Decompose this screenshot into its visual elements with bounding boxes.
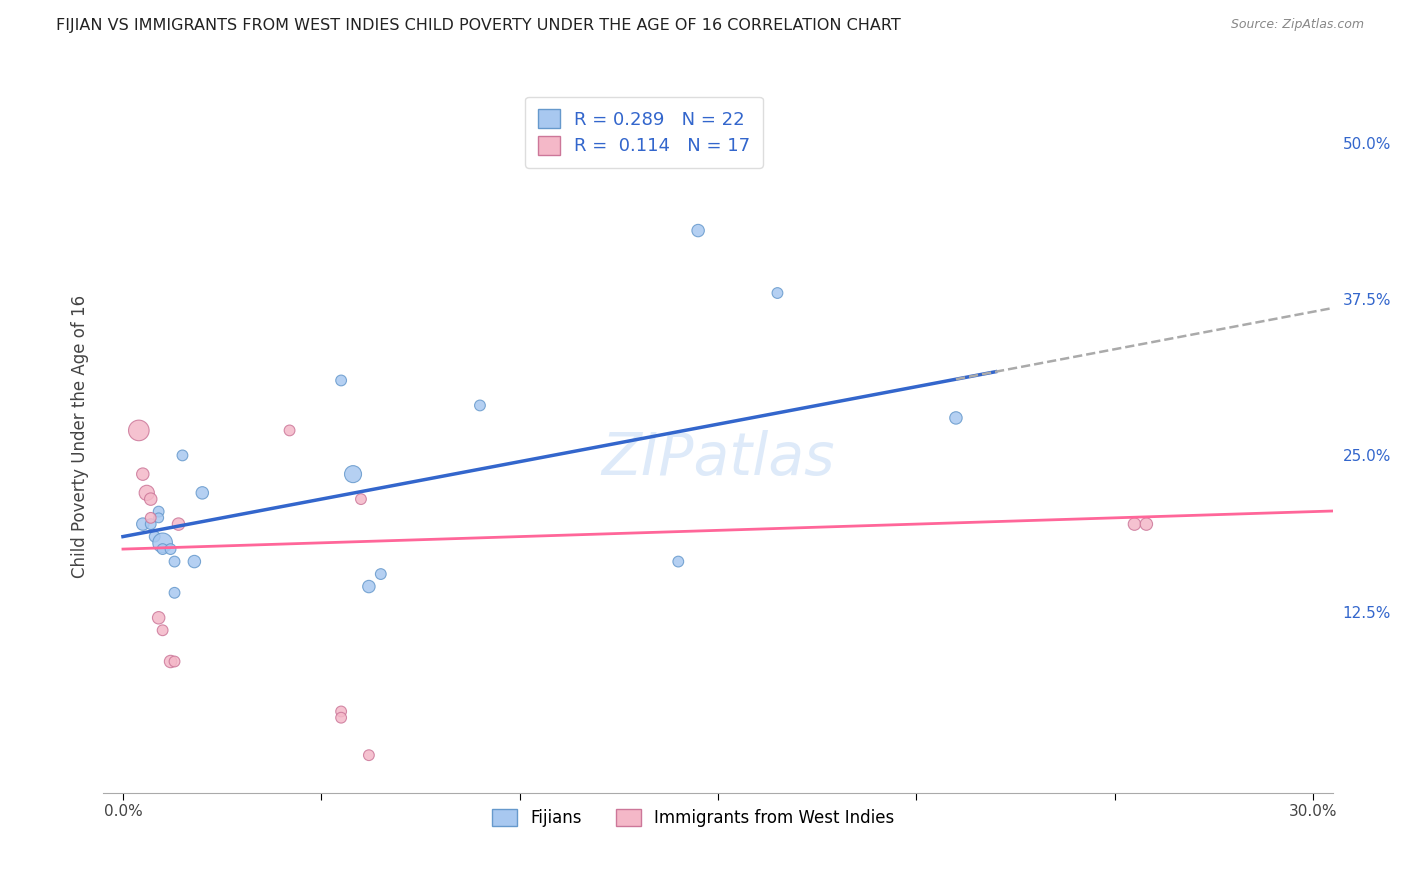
Text: ZIPatlas: ZIPatlas — [602, 430, 835, 486]
Point — [688, 223, 710, 237]
Point — [468, 399, 491, 413]
Point — [152, 542, 174, 557]
Point — [163, 655, 186, 669]
Point — [357, 748, 380, 763]
Point — [191, 486, 214, 500]
Point — [357, 580, 380, 594]
Point — [945, 411, 967, 425]
Point — [172, 449, 194, 463]
Point — [148, 511, 170, 525]
Point — [152, 536, 174, 550]
Point — [766, 286, 789, 301]
Point — [163, 555, 186, 569]
Point — [163, 586, 186, 600]
Point — [148, 505, 170, 519]
Text: FIJIAN VS IMMIGRANTS FROM WEST INDIES CHILD POVERTY UNDER THE AGE OF 16 CORRELAT: FIJIAN VS IMMIGRANTS FROM WEST INDIES CH… — [56, 18, 901, 33]
Point — [183, 555, 205, 569]
Point — [278, 424, 301, 438]
Point — [159, 542, 181, 557]
Point — [159, 655, 181, 669]
Point — [350, 492, 373, 507]
Point — [167, 517, 190, 532]
Point — [666, 555, 689, 569]
Point — [1135, 517, 1157, 532]
Point — [152, 624, 174, 638]
Legend: Fijians, Immigrants from West Indies: Fijians, Immigrants from West Indies — [486, 803, 901, 834]
Point — [135, 486, 157, 500]
Point — [330, 374, 353, 388]
Point — [370, 567, 392, 582]
Point — [330, 711, 353, 725]
Point — [128, 424, 150, 438]
Point — [139, 511, 162, 525]
Text: Source: ZipAtlas.com: Source: ZipAtlas.com — [1230, 18, 1364, 31]
Point — [132, 467, 155, 482]
Point — [139, 517, 162, 532]
Point — [143, 530, 166, 544]
Point — [342, 467, 364, 482]
Point — [148, 611, 170, 625]
Point — [330, 705, 353, 719]
Point — [1123, 517, 1146, 532]
Point — [132, 517, 155, 532]
Y-axis label: Child Poverty Under the Age of 16: Child Poverty Under the Age of 16 — [72, 295, 89, 578]
Point — [139, 492, 162, 507]
